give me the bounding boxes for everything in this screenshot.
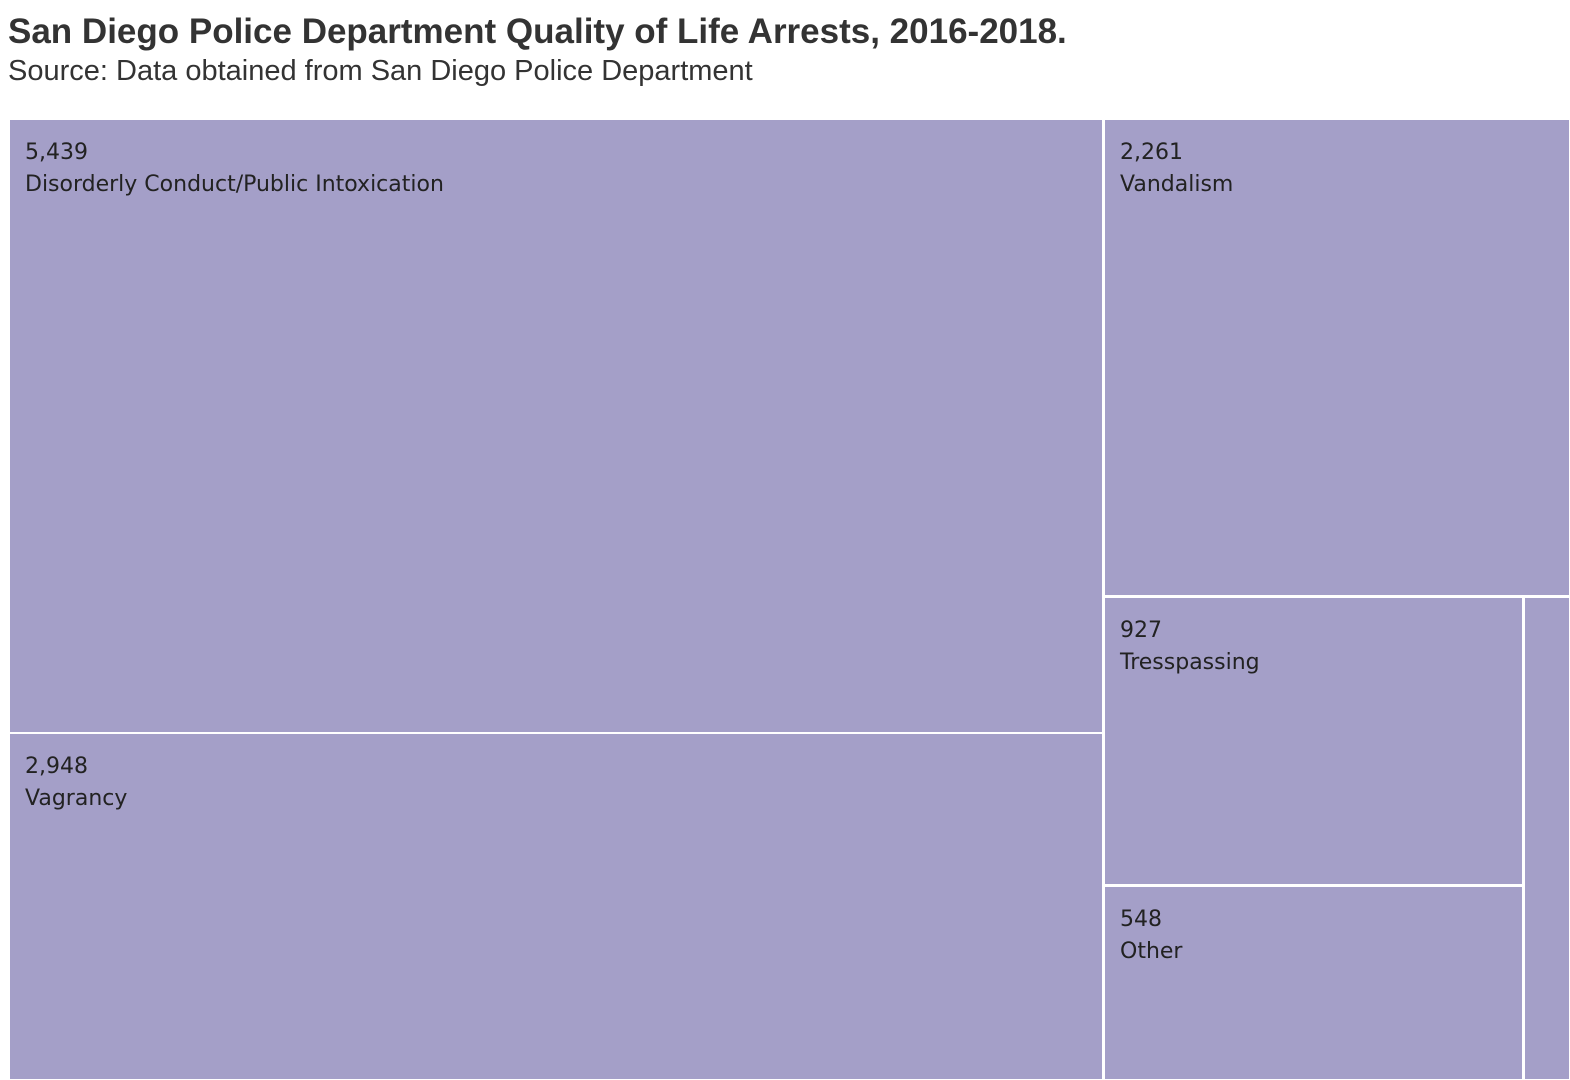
treemap-cell-value: 2,948 xyxy=(25,754,88,779)
treemap-cell-rect[interactable] xyxy=(1103,885,1524,1080)
treemap-cell[interactable]: 2,261 Vandalism xyxy=(1103,118,1570,597)
treemap-cell[interactable]: 548 Other xyxy=(1103,885,1524,1080)
treemap-cell-label: Vandalism xyxy=(1120,172,1233,197)
treemap-cell-rect[interactable] xyxy=(1103,596,1524,886)
treemap-cell-label: Tresspassing xyxy=(1119,650,1260,675)
treemap-cell-label: Other xyxy=(1120,939,1183,964)
treemap-cell-value: 548 xyxy=(1120,907,1162,932)
treemap-cell-rect[interactable] xyxy=(8,118,1104,734)
treemap-cell-label: Disorderly Conduct/Public Intoxication xyxy=(25,172,444,197)
treemap-cell-rect[interactable] xyxy=(8,732,1104,1080)
treemap-cell-value: 5,439 xyxy=(25,140,88,165)
chart-title: San Diego Police Department Quality of L… xyxy=(8,12,1067,51)
chart-subtitle: Source: Data obtained from San Diego Pol… xyxy=(8,55,753,87)
treemap-cell-rect[interactable] xyxy=(1103,118,1570,597)
treemap-cell-value: 927 xyxy=(1120,618,1162,643)
treemap-cell[interactable]: 5,439 Disorderly Conduct/Public Intoxicat… xyxy=(8,118,1104,734)
treemap-cell[interactable]: 927 Tresspassing xyxy=(1103,596,1524,886)
treemap-cell[interactable]: 2,948 Vagrancy xyxy=(8,732,1104,1080)
treemap-small-cell[interactable] xyxy=(1523,596,1570,1080)
treemap-cell-label: Vagrancy xyxy=(25,786,127,811)
treemap-cell-value: 2,261 xyxy=(1120,140,1183,165)
